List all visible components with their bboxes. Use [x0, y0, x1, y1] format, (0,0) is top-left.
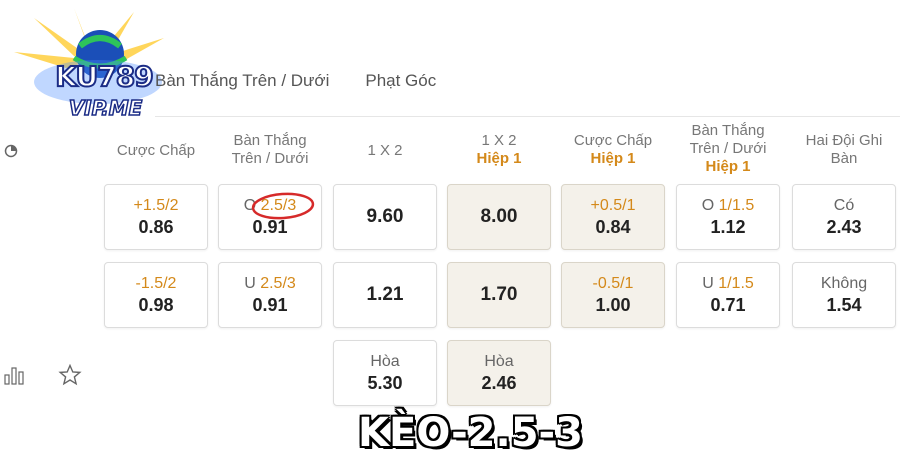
clock-icon[interactable]	[4, 144, 18, 158]
odds-cell-under-half[interactable]: U 1/1.5 0.71	[676, 262, 780, 328]
odds-value: 1.70	[480, 284, 518, 305]
odds-value: 0.86	[138, 217, 174, 237]
odds-cell-1x2-home[interactable]: 9.60	[333, 184, 437, 250]
logo-text-sub: VIP.ME	[68, 95, 143, 121]
col-header-sub: Hiệp 1	[476, 150, 522, 167]
stats-icon[interactable]	[4, 365, 26, 385]
tab-divider	[155, 116, 900, 117]
handicap-line: -1.5/2	[135, 275, 177, 292]
col-header-title: Cược Chấp	[116, 142, 196, 159]
brand-logo: KU789 VIP.ME	[14, 8, 164, 126]
odds-value: 5.30	[367, 373, 403, 393]
odds-value: 1.54	[826, 295, 862, 315]
col-header-title: Hai Đội Ghi Bàn	[805, 132, 883, 167]
col-header-handicap-half: Cược Chấp Hiệp 1	[561, 132, 665, 168]
col-header-title: Bàn Thắng Trên / Dưới	[689, 122, 767, 157]
handicap-line: +1.5/2	[133, 197, 179, 214]
ou-number: 1/1.5	[718, 275, 754, 292]
odds-value: 1.00	[595, 295, 631, 315]
odds-cell-both-score-yes[interactable]: Có 2.43	[792, 184, 896, 250]
odds-cell-handicap-half-away[interactable]: -0.5/1 1.00	[561, 262, 665, 328]
tab-over-under[interactable]: Bàn Thắng Trên / Dưới	[155, 71, 330, 90]
col-header-title: 1 X 2	[481, 132, 517, 149]
col-header-title: Bàn Thắng Trên / Dưới	[231, 132, 309, 167]
ou-prefix: U	[244, 275, 261, 292]
odds-value: 2.46	[481, 373, 517, 393]
col-header-over-under-half: Bàn Thắng Trên / Dưới Hiệp 1	[676, 122, 780, 176]
odds-cell-handicap-half-home[interactable]: +0.5/1 0.84	[561, 184, 665, 250]
logo-text-main: KU789	[54, 59, 154, 94]
handicap-line: -0.5/1	[592, 275, 634, 292]
col-header-1x2-half: 1 X 2 Hiệp 1	[447, 132, 551, 168]
ou-line: U 2.5/3	[244, 274, 296, 294]
odds-cell-under[interactable]: U 2.5/3 0.91	[218, 262, 322, 328]
handicap-line: +0.5/1	[590, 197, 636, 214]
odds-value: 9.60	[366, 206, 404, 227]
odds-cell-1x2-away[interactable]: 1.21	[333, 262, 437, 328]
odds-value: 1.12	[710, 217, 746, 237]
odds-value: 0.84	[595, 217, 631, 237]
col-header-1x2: 1 X 2	[333, 142, 437, 160]
odds-cell-1x2-half-draw[interactable]: Hòa 2.46	[447, 340, 551, 406]
col-header-handicap: Cược Chấp	[104, 142, 208, 160]
ou-prefix: O	[701, 197, 719, 214]
odds-value: 0.98	[138, 295, 174, 315]
odds-value: 0.91	[252, 217, 288, 237]
odds-cell-over[interactable]: O 2.5/3 0.91	[218, 184, 322, 250]
odds-value: 0.71	[710, 295, 746, 315]
odds-cell-handicap-away[interactable]: -1.5/2 0.98	[104, 262, 208, 328]
odds-cell-both-score-no[interactable]: Không 1.54	[792, 262, 896, 328]
market-tabs: Bàn Thắng Trên / Dưới Phạt Góc	[155, 68, 436, 94]
outcome-label: Hòa	[370, 353, 400, 370]
col-header-title: 1 X 2	[367, 142, 403, 159]
ou-number: 2.5/3	[260, 275, 296, 292]
odds-value: 0.91	[252, 295, 288, 315]
col-header-sub: Hiệp 1	[705, 158, 751, 175]
favorite-star-icon[interactable]	[58, 364, 82, 386]
ou-line: O 1/1.5	[702, 196, 754, 216]
odds-value: 8.00	[480, 206, 518, 227]
odds-cell-1x2-half-home[interactable]: 8.00	[447, 184, 551, 250]
tab-corners[interactable]: Phạt Góc	[365, 71, 437, 90]
outcome-label: Hòa	[484, 353, 514, 370]
odds-cell-over-half[interactable]: O 1/1.5 1.12	[676, 184, 780, 250]
ou-number: 2.5/3	[260, 197, 297, 214]
odds-value: 2.43	[826, 217, 862, 237]
ou-line: U 1/1.5	[702, 274, 754, 294]
outcome-label: Có	[833, 197, 855, 214]
col-header-title: Cược Chấp	[573, 132, 653, 149]
col-header-over-under: Bàn Thắng Trên / Dưới	[218, 132, 322, 168]
odds-value: 1.21	[366, 284, 404, 305]
odds-cell-1x2-half-away[interactable]: 1.70	[447, 262, 551, 328]
col-header-both-score: Hai Đội Ghi Bàn	[792, 132, 896, 168]
ou-prefix: O	[243, 197, 261, 214]
odds-cell-handicap-home[interactable]: +1.5/2 0.86	[104, 184, 208, 250]
ou-prefix: U	[702, 275, 719, 292]
col-header-sub: Hiệp 1	[590, 150, 636, 167]
caption-title: KÈO-2.5-3	[358, 410, 583, 456]
outcome-label: Không	[820, 275, 868, 292]
odds-cell-1x2-draw[interactable]: Hòa 5.30	[333, 340, 437, 406]
ou-line: O 2.5/3	[244, 196, 296, 216]
ou-number: 1/1.5	[718, 197, 755, 214]
